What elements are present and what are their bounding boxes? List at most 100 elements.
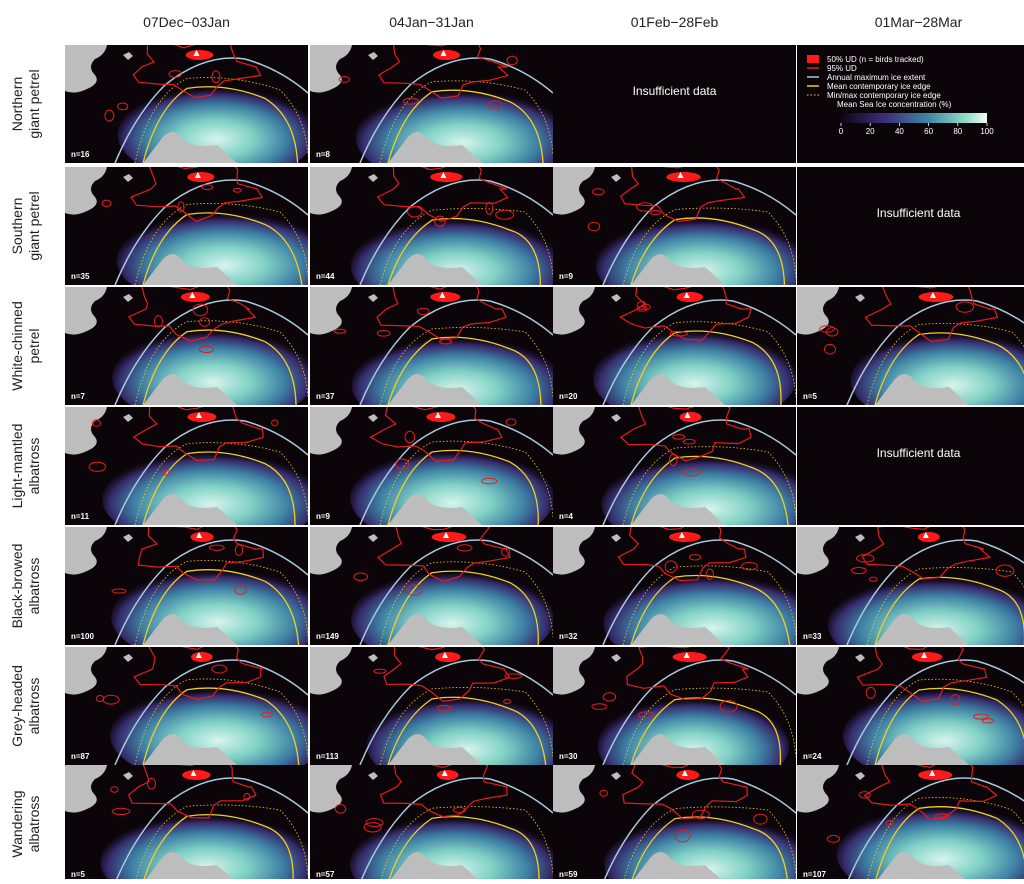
colony [193,50,200,56]
ud95 [406,584,423,596]
ud95 [587,221,601,232]
ice-edge-minmax [866,567,1024,645]
sample-size: n=44 [316,272,335,281]
sea-ice [350,570,553,645]
ice-extent [359,57,553,163]
colorbar-tick-label: 20 [866,127,875,136]
row-label: Northern [9,77,25,131]
map [65,287,308,405]
colony [684,412,691,418]
ice-edge [387,217,542,285]
ud95 [504,673,523,679]
ud95 [856,647,988,703]
ud50 [182,770,211,780]
ud95 [505,418,517,426]
map-panel: n=9 [310,407,553,525]
ud95 [826,834,840,843]
map [553,647,796,765]
column-header: 04Jan−31Jan [389,14,473,30]
ice-edge-minmax [866,678,1024,765]
panel-background [553,45,796,163]
ud95 [602,692,617,702]
ud50 [435,652,461,662]
land [310,45,352,93]
colony [195,412,202,418]
ud50 [432,50,461,60]
ice-extent [359,777,553,883]
sea-ice [593,330,796,405]
land [553,167,595,215]
ice-edge-minmax [134,678,308,765]
sample-size: n=8 [316,150,331,159]
ud95 [146,777,157,790]
legend-item: Annual maximum ice extent [827,73,926,82]
sample-size: n=100 [71,632,94,641]
sample-size: n=87 [71,752,90,761]
ud95 [741,562,758,571]
sea-ice [828,577,1024,645]
colony [441,652,448,658]
ice-edge-minmax [134,804,308,883]
ud50 [430,172,463,182]
map-panel: n=16 [65,45,308,163]
ud95 [950,694,961,706]
ud95 [334,803,347,814]
ice-extent [602,777,796,883]
sample-size: n=9 [316,512,331,521]
ud95 [858,791,871,799]
ice-extent [602,539,796,645]
ud50 [431,532,467,542]
land [65,527,107,575]
map-panel: n=9 [553,167,796,285]
colony [922,532,929,538]
ice-edge [142,329,297,405]
ud95 [111,807,131,816]
ud95 [416,307,430,316]
ud50 [180,292,210,302]
ud95 [668,453,678,467]
ud95 [934,813,950,820]
land [310,647,352,695]
ud95 [376,167,509,223]
land [143,374,237,405]
colorbar-tick-label: 60 [924,127,933,136]
ud95 [127,765,257,819]
ice-extent [114,57,308,163]
ice-edge-minmax [134,560,308,645]
ice-edge-minmax [379,80,553,163]
ud95 [855,554,875,563]
map [797,765,1024,883]
ice-extent [359,659,553,765]
land [388,852,482,883]
colorbar-title: Mean Sea Ice concentration (%) [837,100,952,109]
map-panel: n=100 [65,527,308,645]
ice-extent [114,299,308,405]
ice-extent [114,179,308,285]
ud95 [850,566,867,575]
map [65,647,308,765]
ice-edge [630,697,782,765]
colony [194,172,201,178]
land [65,287,107,335]
colony [443,532,450,538]
map [310,407,553,525]
ice-edge [142,687,300,765]
ud50 [185,50,214,60]
land [310,407,352,455]
insufficient-data: Insufficient data [633,84,717,98]
map [65,167,308,285]
ice-extent [114,539,308,645]
ice-edge [142,451,296,525]
ud95 [192,303,209,317]
ud95 [365,818,384,828]
sample-size: n=59 [559,870,578,879]
ud95 [383,647,511,703]
ud95 [333,328,347,334]
land [388,132,482,163]
ice-edge-minmax [622,207,796,285]
ice-edge [387,89,544,163]
ice-extent [114,419,308,525]
colony [681,770,688,776]
sample-size: n=5 [71,870,86,879]
